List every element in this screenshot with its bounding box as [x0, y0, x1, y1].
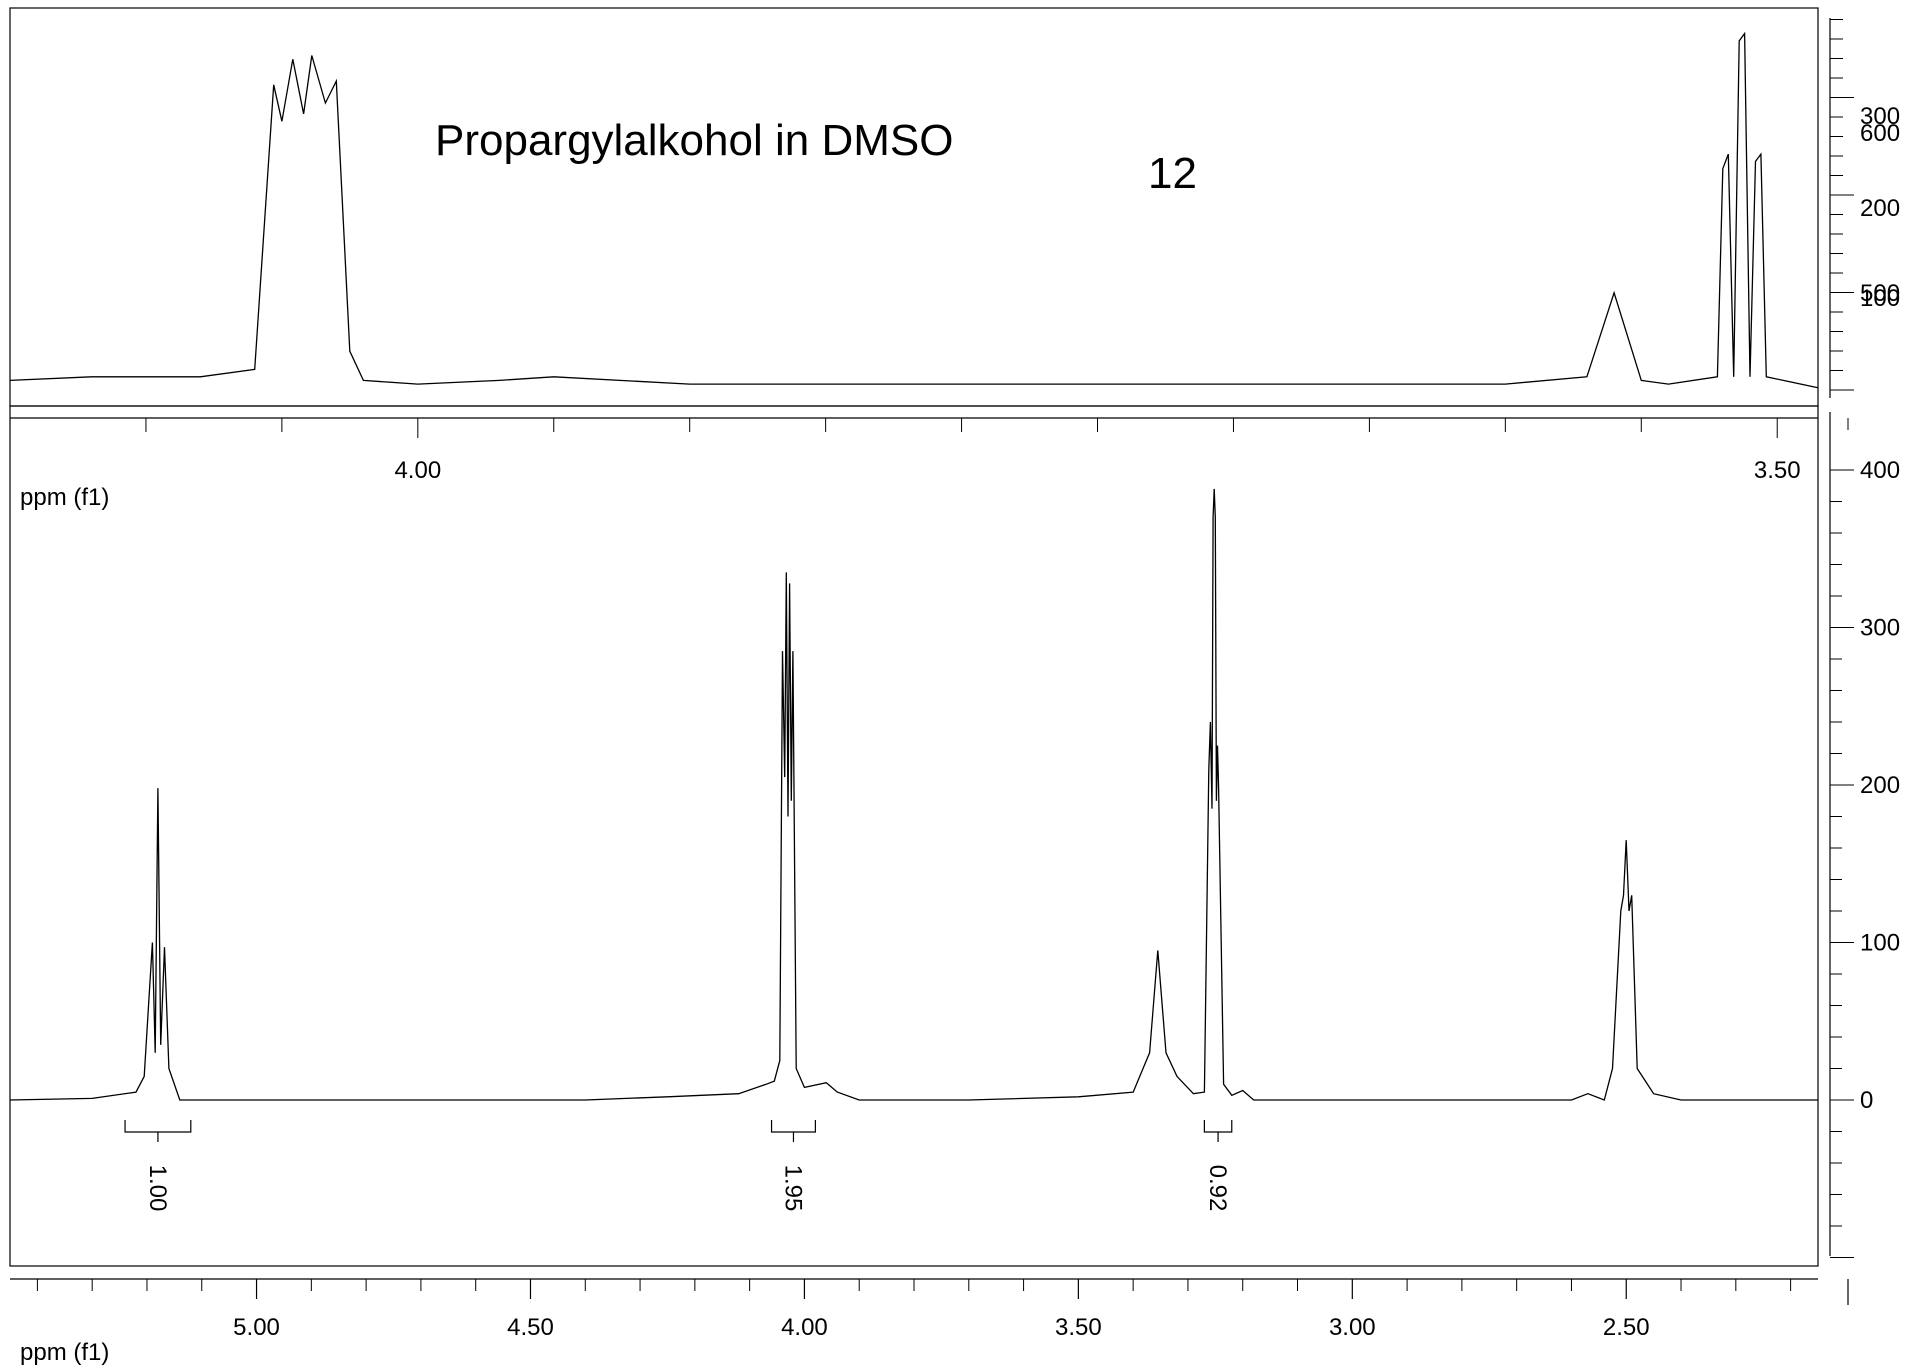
inset-y-tick-label: 300: [1860, 103, 1900, 130]
inset-x-tick-label: 3.50: [1754, 457, 1801, 484]
main-x-tick-label: 3.50: [1055, 1314, 1102, 1341]
main-x-tick-label: 3.00: [1329, 1314, 1376, 1341]
integral-bracket: 1.00: [124, 1120, 192, 1212]
integral-value-label: 0.92: [1204, 1165, 1231, 1212]
main-x-tick-label: 4.00: [781, 1314, 828, 1341]
main-spectrum-panel: 1.00 1.95 0.92 5.00 4.50 4.00 3.50 3.00 2.50 pp…: [9, 405, 1900, 1366]
main-plot-frame: [9, 405, 1819, 1267]
inset-y-tick-label: 200: [1860, 195, 1900, 222]
integral-bracket-line: [1203, 1120, 1233, 1142]
main-x-tick-label: 4.50: [507, 1314, 554, 1341]
inset-x-axis-title: ppm (f1): [20, 484, 109, 511]
main-x-tick-label: 5.00: [233, 1314, 280, 1341]
main-y-tick-label: 100: [1860, 930, 1900, 957]
main-y-tick-label: 300: [1860, 615, 1900, 642]
integral-bracket-line: [770, 1120, 816, 1142]
main-y-axis: 400 300 200 100 0: [1829, 412, 1900, 1258]
inset-plot-frame: [9, 7, 1819, 407]
integral-bracket: 0.92: [1203, 1120, 1233, 1212]
integral-group: 1.00 1.95 0.92: [124, 1120, 1233, 1212]
inset-y-axis: 600 500 300 200 100: [1829, 18, 1900, 398]
integral-bracket: 1.95: [770, 1120, 816, 1212]
main-spectrum-trace: [9, 488, 1818, 1101]
integral-value-label: 1.00: [144, 1165, 171, 1212]
main-x-axis: 5.00 4.50 4.00 3.50 3.00 2.50: [10, 1278, 1849, 1341]
inset-spectrum-panel: Propargylalkohol in DMSO 12 4.00 3.50 ppm…: [9, 7, 1900, 511]
inset-annotation: 12: [1148, 149, 1197, 198]
main-y-tick-label: 400: [1860, 457, 1900, 484]
main-x-tick-label: 2.50: [1603, 1314, 1650, 1341]
integral-value-label: 1.95: [779, 1165, 806, 1212]
inset-x-tick-label: 4.00: [394, 457, 441, 484]
inset-y-tick-label: 600: [1860, 120, 1900, 147]
inset-spectrum-trace: [9, 31, 1819, 389]
integral-bracket-line: [124, 1120, 192, 1142]
inset-x-axis: 4.00 3.50: [10, 417, 1849, 484]
main-x-axis-title: ppm (f1): [20, 1339, 109, 1366]
inset-y-tick-label: 500: [1860, 280, 1900, 307]
inset-y-tick-label: 100: [1860, 285, 1900, 312]
inset-chart-title: Propargylalkohol in DMSO: [435, 116, 953, 165]
main-y-tick-label: 200: [1860, 772, 1900, 799]
main-y-tick-label: 0: [1860, 1087, 1873, 1114]
